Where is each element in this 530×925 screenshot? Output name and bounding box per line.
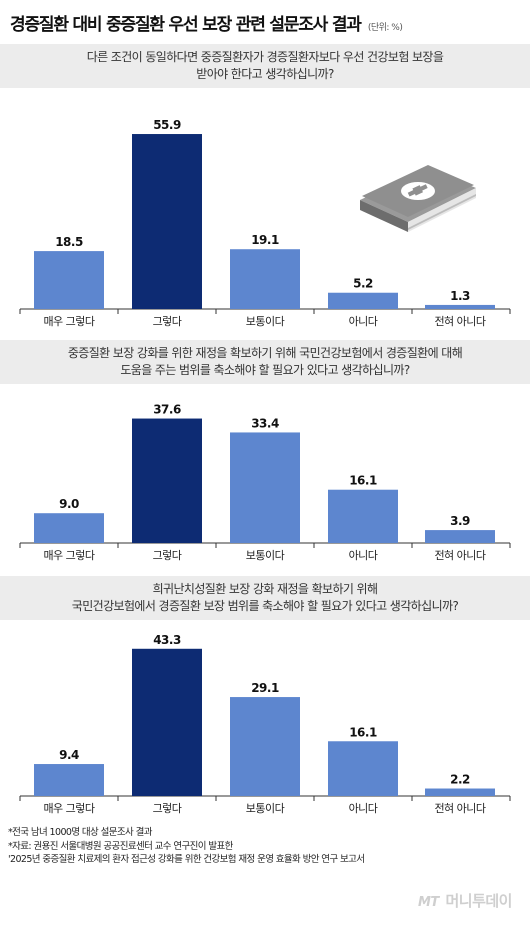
data-label-4: 5.2 <box>353 277 373 291</box>
question-3-line-1: 희귀난치성질환 보장 강화 재정을 확보하기 위해 <box>152 582 378 596</box>
bar-3 <box>230 249 300 309</box>
bar-chart-3: 9.4 매우 그렇다 43.3 그렇다 29.1 보통이다 16.1 아니다 2.2 전혀 아니다 <box>19 633 511 815</box>
bar-3 <box>230 432 300 543</box>
data-label-4: 16.1 <box>349 725 377 739</box>
bar-1 <box>34 513 104 543</box>
footnote-3: '2025년 중증질환 치료제의 환자 접근성 강화를 위한 건강보험 재정 운… <box>8 854 365 865</box>
chart-title: 경증질환 대비 중증질환 우선 보장 관련 설문조사 결과 <box>10 15 362 35</box>
unit-label: (단위: %) <box>367 23 403 33</box>
bar-chart-1: 18.5 매우 그렇다 55.9 그렇다 19.1 보통이다 5.2 아니다 1.3 전혀 아니다 <box>19 118 511 328</box>
title-row: 경증질환 대비 중증질환 우선 보장 관련 설문조사 결과 (단위: %) <box>10 10 525 42</box>
category-label-5: 전혀 아니다 <box>434 802 485 815</box>
bar-1 <box>34 764 104 796</box>
bar-5 <box>425 788 495 796</box>
data-label-5: 1.3 <box>450 289 470 303</box>
footnote-2: *자료: 권용진 서울대병원 공공진료센터 교수 연구진이 발표한 <box>8 840 233 852</box>
data-label-2: 55.9 <box>153 118 181 132</box>
question-1-line-1: 다른 조건이 동일하다면 중증질환자가 경증질환자보다 우선 건강보험 보장을 <box>86 50 444 64</box>
question-1-line-2: 받아야 한다고 생각하십니까? <box>196 67 334 81</box>
bar-1 <box>34 251 104 309</box>
bar-2 <box>132 134 202 309</box>
logo-prefix: MT <box>417 895 439 910</box>
category-label-1: 매우 그렇다 <box>43 802 94 815</box>
category-label-3: 보통이다 <box>246 802 285 815</box>
question-1-band: 다른 조건이 동일하다면 중증질환자가 경증질환자보다 우선 건강보험 보장을 … <box>0 44 530 88</box>
category-label-5: 전혀 아니다 <box>434 315 485 328</box>
category-label-4: 아니다 <box>349 549 378 562</box>
medical-book-icon <box>358 148 478 248</box>
question-2-line-2: 도움을 주는 범위를 축소해야 할 필요가 있다고 생각하십니까? <box>120 363 410 377</box>
bar-4 <box>328 292 398 309</box>
bar-2 <box>132 648 202 796</box>
category-label-1: 매우 그렇다 <box>43 549 94 562</box>
footnotes: *전국 남녀 1000명 대상 설문조사 결과 *자료: 권용진 서울대병원 공… <box>8 826 365 867</box>
footnote-1: *전국 남녀 1000명 대상 설문조사 결과 <box>8 827 152 838</box>
data-label-1: 9.4 <box>59 748 79 762</box>
question-3-band: 희귀난치성질환 보장 강화 재정을 확보하기 위해 국민건강보험에서 경증질환 … <box>0 576 530 620</box>
data-label-2: 43.3 <box>153 633 181 647</box>
category-label-2: 그렇다 <box>153 549 182 562</box>
data-label-2: 37.6 <box>153 403 181 417</box>
data-label-1: 18.5 <box>55 235 83 249</box>
category-label-5: 전혀 아니다 <box>434 549 485 562</box>
bar-4 <box>328 741 398 796</box>
bar-3 <box>230 697 300 796</box>
bar-4 <box>328 489 398 543</box>
data-label-3: 33.4 <box>251 416 279 430</box>
question-2-line-1: 중증질환 보장 강화를 위한 재정을 확보하기 위해 국민건강보험에서 경증질환… <box>67 346 463 360</box>
category-label-4: 아니다 <box>349 315 378 328</box>
category-label-4: 아니다 <box>349 802 378 815</box>
question-3-line-2: 국민건강보험에서 경증질환 보장 범위를 축소해야 할 필요가 있다고 생각하십… <box>71 599 459 613</box>
bar-chart-2: 9.0 매우 그렇다 37.6 그렇다 33.4 보통이다 16.1 아니다 3.9 전혀 아니다 <box>19 403 511 562</box>
data-label-5: 2.2 <box>450 773 470 787</box>
question-2-band: 중증질환 보장 강화를 위한 재정을 확보하기 위해 국민건강보험에서 경증질환… <box>0 340 530 384</box>
data-label-4: 16.1 <box>349 474 377 488</box>
data-label-1: 9.0 <box>59 497 79 511</box>
category-label-2: 그렇다 <box>153 802 182 815</box>
category-label-2: 그렇다 <box>153 315 182 328</box>
data-label-3: 29.1 <box>251 681 279 695</box>
bar-5 <box>425 304 495 309</box>
bar-5 <box>425 530 495 543</box>
category-label-1: 매우 그렇다 <box>43 315 94 328</box>
category-label-3: 보통이다 <box>246 315 285 328</box>
logo-text: 머니투데이 <box>445 892 512 910</box>
data-label-3: 19.1 <box>251 233 279 247</box>
publisher-logo: MT 머니투데이 <box>417 890 513 911</box>
bar-2 <box>132 418 202 543</box>
category-label-3: 보통이다 <box>246 549 285 562</box>
data-label-5: 3.9 <box>450 514 470 528</box>
